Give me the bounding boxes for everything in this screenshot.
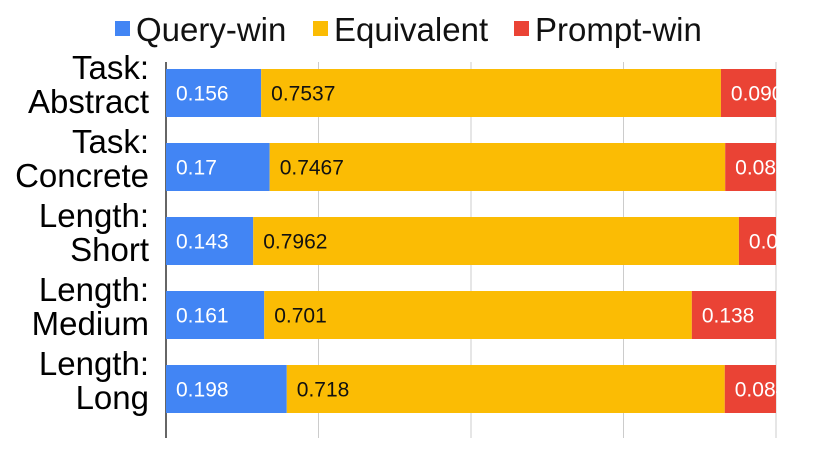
data-label: 0.084 <box>735 379 788 402</box>
bar-segment <box>166 69 262 117</box>
bar-segment <box>166 365 287 413</box>
legend-swatch <box>514 21 529 36</box>
bar-layer: 0.156 0.7537 0.0903 0.17 0.7467 0.0833 0.143 0.… <box>166 69 813 413</box>
data-label: 0.161 <box>176 305 229 328</box>
bar-segment <box>269 143 726 191</box>
bar-segment <box>725 143 776 191</box>
legend-label: Prompt-win <box>535 11 702 48</box>
bar-segment <box>691 291 776 339</box>
data-label: 0.138 <box>702 305 755 328</box>
data-label: 0.7537 <box>271 83 335 106</box>
bar-segment <box>264 291 692 339</box>
category-label-line: Long <box>76 379 149 416</box>
category-label: Task: Abstract <box>28 49 149 120</box>
category-label: Length: Long <box>39 345 149 416</box>
category-label-line: Short <box>70 231 149 268</box>
bar-segment <box>738 217 776 265</box>
data-label: 0.156 <box>176 83 229 106</box>
data-label: 0.0833 <box>735 157 799 180</box>
data-label: 0.198 <box>176 379 229 402</box>
data-label: 0.17 <box>176 157 217 180</box>
data-label: 0.143 <box>176 231 229 254</box>
category-label-line: Abstract <box>28 83 149 120</box>
data-label: 0.0903 <box>731 83 795 106</box>
legend: Query-win Equivalent Prompt-win <box>115 11 702 48</box>
category-label: Length: Medium <box>32 271 149 342</box>
category-label: Task: Concrete <box>15 123 149 194</box>
category-label-line: Length: <box>39 345 149 382</box>
legend-label: Equivalent <box>334 11 488 48</box>
category-label-line: Concrete <box>15 157 149 194</box>
bar-segment <box>166 143 270 191</box>
legend-label: Query-win <box>136 11 286 48</box>
category-label-line: Task: <box>72 49 149 86</box>
bar-segment <box>724 365 776 413</box>
legend-swatch <box>115 21 130 36</box>
category-label-line: Task: <box>72 123 149 160</box>
category-label-line: Medium <box>32 305 149 342</box>
data-label: 0.0608 <box>749 231 813 254</box>
legend-swatch <box>313 21 328 36</box>
bar-segment <box>286 365 725 413</box>
category-label-line: Length: <box>39 271 149 308</box>
bar-segment <box>720 69 776 117</box>
bar-segment <box>166 291 265 339</box>
bar-segment <box>166 217 254 265</box>
bar-segment <box>261 69 721 117</box>
data-label: 0.718 <box>297 379 350 402</box>
data-label: 0.7962 <box>263 231 327 254</box>
category-label: Length: Short <box>39 197 149 268</box>
bar-segment <box>253 217 739 265</box>
category-label-line: Length: <box>39 197 149 234</box>
data-label: 0.7467 <box>280 157 344 180</box>
data-label: 0.701 <box>274 305 327 328</box>
